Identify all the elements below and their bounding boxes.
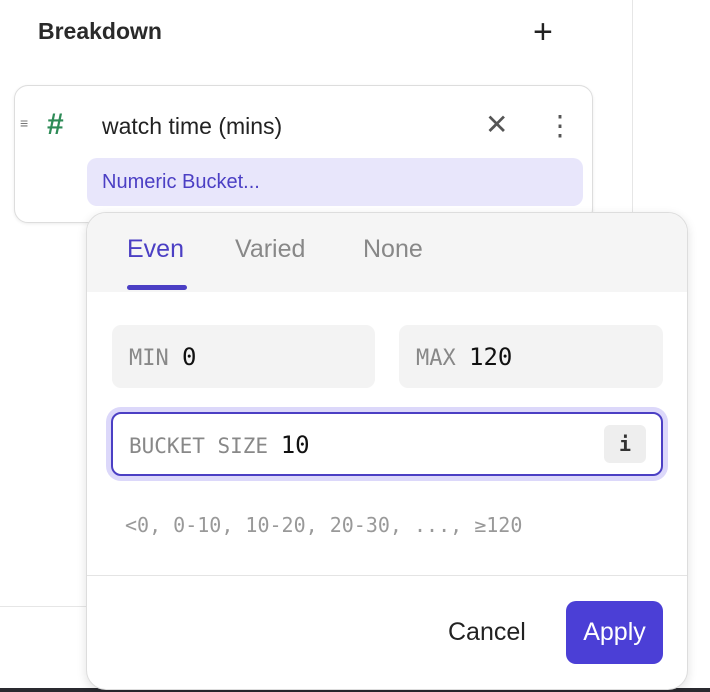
- taskbar-edge: [0, 688, 710, 692]
- active-tab-indicator: [127, 285, 187, 290]
- add-breakdown-icon[interactable]: +: [533, 13, 553, 51]
- apply-button[interactable]: Apply: [566, 601, 663, 664]
- close-icon[interactable]: ✕: [485, 109, 509, 140]
- bucket-size-value: 10: [280, 431, 310, 459]
- cancel-button[interactable]: Cancel: [448, 618, 526, 646]
- divider: [0, 606, 100, 607]
- more-options-icon[interactable]: ⋮: [546, 110, 574, 141]
- tab-varied[interactable]: Varied: [235, 235, 306, 263]
- numeric-bucket-chip[interactable]: Numeric Bucket...: [87, 158, 583, 206]
- max-input[interactable]: MAX 120: [399, 325, 663, 388]
- max-label: MAX: [416, 346, 456, 371]
- tab-none[interactable]: None: [363, 235, 423, 263]
- min-label: MIN: [129, 346, 169, 371]
- bucket-size-label: BUCKET SIZE: [129, 434, 269, 458]
- numeric-type-icon: #: [47, 108, 64, 141]
- field-name: watch time (mins): [102, 113, 283, 139]
- min-value: 0: [182, 343, 197, 371]
- divider: [87, 575, 687, 576]
- tab-even[interactable]: Even: [127, 235, 184, 263]
- section-title: Breakdown: [38, 18, 162, 44]
- bucket-popover: Even Varied None MIN 0 MAX 120 BUCKET SI…: [86, 212, 688, 690]
- bucket-tabs: Even Varied None: [87, 213, 687, 292]
- drag-handle-icon[interactable]: ≡: [20, 115, 29, 131]
- bucket-size-input[interactable]: BUCKET SIZE 10 i: [111, 412, 663, 476]
- min-input[interactable]: MIN 0: [112, 325, 375, 388]
- info-icon[interactable]: i: [604, 425, 646, 463]
- bucket-preview: <0, 0-10, 10-20, 20-30, ..., ≥120: [125, 513, 523, 537]
- max-value: 120: [469, 343, 513, 371]
